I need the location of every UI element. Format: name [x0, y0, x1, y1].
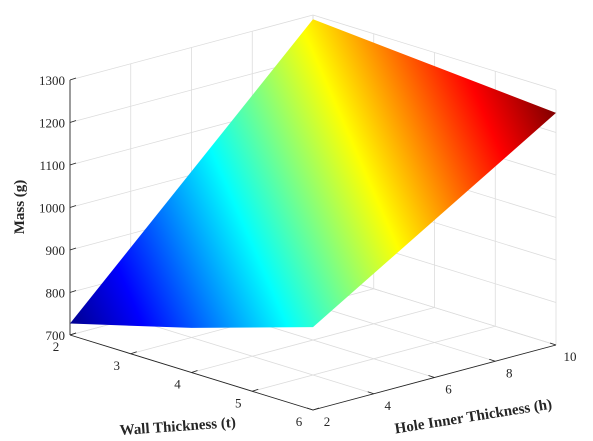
x-tick-label: 6: [296, 414, 303, 429]
y-tick-mark: [306, 407, 314, 411]
z-tick-label: 1000: [39, 201, 65, 216]
y-axis-label: Hole Inner Thickness (h): [394, 397, 554, 438]
z-tick-mark: [69, 205, 77, 208]
z-tick-label: 800: [46, 286, 66, 301]
x-tick-mark: [252, 388, 259, 392]
grid-line: [69, 14, 314, 81]
y-tick-label: 4: [385, 398, 392, 413]
z-tick-label: 1200: [39, 116, 65, 131]
grid-line: [130, 318, 374, 395]
x-tick-label: 5: [235, 395, 242, 410]
grid-line: [69, 57, 314, 123]
x-tick-mark: [312, 407, 320, 411]
z-tick-mark: [69, 120, 77, 123]
z-axis-label: Mass (g): [12, 180, 28, 235]
x-axis-label: Wall Thickness (t): [119, 415, 236, 439]
axis-ticks: 700 800 900 1000 1100 1200 1300 2 3 4 5 6 2 4 6 8 10: [39, 73, 577, 429]
x-tick-label: 2: [53, 339, 60, 354]
z-tick-mark: [69, 77, 77, 81]
z-tick-label: 1100: [39, 158, 65, 173]
y-tick-mark: [489, 358, 496, 362]
grid-line: [312, 14, 557, 91]
x-tick-mark: [69, 332, 77, 336]
y-tick-mark: [428, 375, 435, 378]
y-tick-label: 10: [564, 349, 577, 364]
y-tick-label: 2: [324, 414, 331, 429]
z-tick-mark: [69, 162, 77, 166]
y-tick-label: 6: [445, 382, 452, 397]
z-tick-label: 700: [46, 328, 66, 343]
y-tick-label: 8: [506, 365, 513, 380]
z-tick-label: 900: [46, 243, 66, 258]
z-tick-mark: [69, 290, 77, 293]
z-tick-label: 1300: [39, 73, 65, 88]
y-tick-mark: [367, 391, 374, 395]
mass-surface: [70, 19, 556, 328]
surface-patch: [70, 19, 556, 328]
x-tick-label: 4: [174, 377, 181, 392]
y-tick-mark: [549, 342, 557, 346]
x-tick-mark: [191, 370, 198, 373]
x-tick-label: 3: [114, 358, 121, 373]
z-tick-mark: [69, 247, 77, 251]
x-tick-mark: [130, 351, 137, 355]
